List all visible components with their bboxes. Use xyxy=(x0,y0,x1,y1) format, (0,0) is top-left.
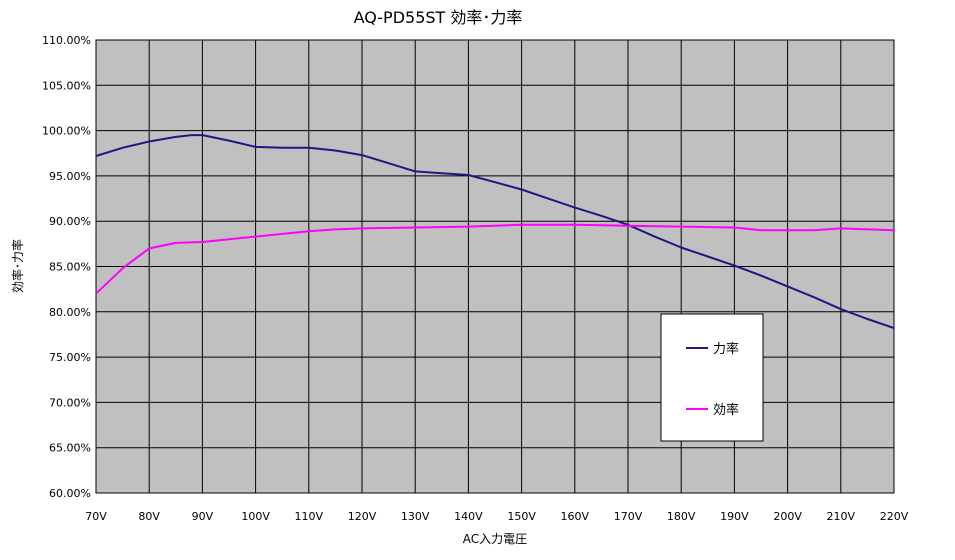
x-tick-label: 160V xyxy=(561,510,590,523)
y-tick-label: 95.00% xyxy=(49,170,91,183)
series-line-efficiency xyxy=(95,223,895,295)
x-tick-label: 90V xyxy=(192,510,214,523)
y-tick-label: 100.00% xyxy=(42,125,91,138)
grid xyxy=(96,40,894,493)
x-tick-label: 150V xyxy=(507,510,536,523)
x-tick-label: 80V xyxy=(138,510,160,523)
y-axis-label: 効率･力率 xyxy=(10,239,25,293)
x-tick-label: 190V xyxy=(720,510,749,523)
chart-title: AQ-PD55ST 効率･力率 xyxy=(354,8,523,27)
y-tick-label: 80.00% xyxy=(49,306,91,319)
legend-box xyxy=(660,313,764,442)
series-layer xyxy=(95,134,895,330)
legend-label-efficiency: 効率 xyxy=(713,402,739,418)
x-tick-label: 170V xyxy=(614,510,643,523)
legend: 力率 効率 xyxy=(660,313,764,442)
y-tick-label: 75.00% xyxy=(49,351,91,364)
x-axis-label: AC入力電圧 xyxy=(463,532,527,546)
y-tick-label: 110.00% xyxy=(42,34,91,47)
y-tick-label: 60.00% xyxy=(49,487,91,500)
x-tick-label: 200V xyxy=(773,510,802,523)
x-tick-label: 180V xyxy=(667,510,696,523)
legend-label-power-factor: 力率 xyxy=(713,341,739,357)
x-tick-label: 110V xyxy=(295,510,324,523)
x-tick-label: 210V xyxy=(827,510,856,523)
series-line-power-factor xyxy=(95,134,895,330)
x-tick-label: 100V xyxy=(241,510,270,523)
y-tick-label: 90.00% xyxy=(49,215,91,228)
y-tick-label: 105.00% xyxy=(42,79,91,92)
x-tick-label: 220V xyxy=(880,510,909,523)
x-tick-label: 140V xyxy=(454,510,483,523)
x-axis-ticks: 70V 80V 90V 100V 110V 120V 130V 140V 150V 160V 170… xyxy=(85,510,908,523)
y-tick-label: 85.00% xyxy=(49,261,91,274)
x-tick-label: 130V xyxy=(401,510,430,523)
x-tick-label: 120V xyxy=(348,510,377,523)
y-tick-label: 70.00% xyxy=(49,396,91,409)
y-axis-ticks: 60.00% 65.00% 70.00% 75.00% 80.00% 85.00% 90.0… xyxy=(42,34,91,500)
x-tick-label: 70V xyxy=(85,510,107,523)
y-tick-label: 65.00% xyxy=(49,442,91,455)
